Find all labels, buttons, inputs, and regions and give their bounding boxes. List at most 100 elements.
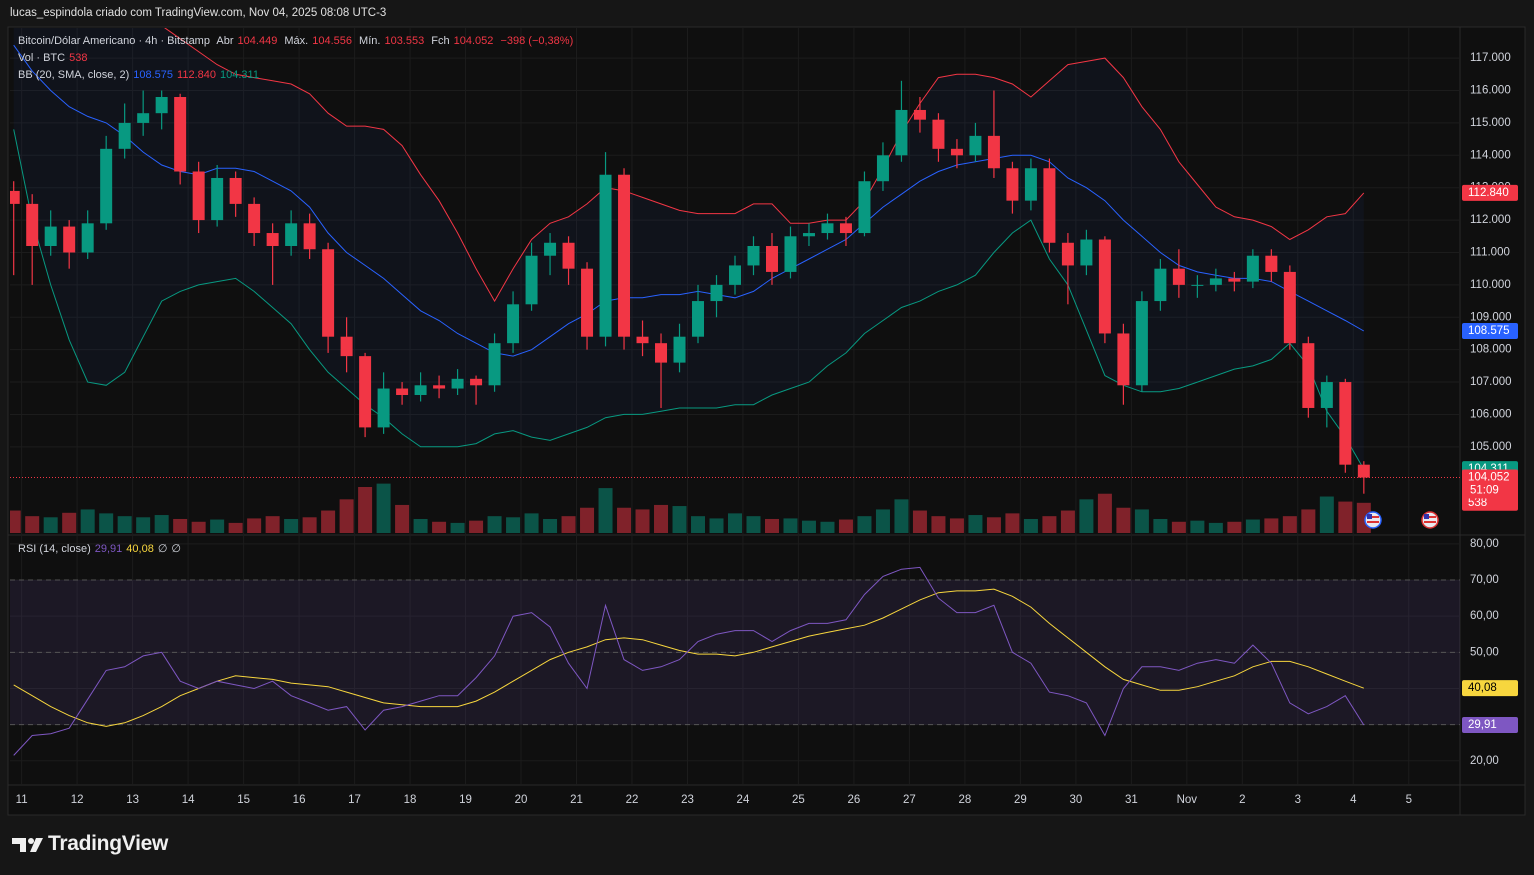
legend-value: 104.449 [237,35,278,47]
y-tick-label: 105.000 [1470,441,1512,453]
x-tick-label: 12 [71,794,84,806]
volume-bar [43,517,58,533]
candle-body [987,135,1000,169]
candle-body [599,174,612,337]
candle-body [784,236,797,272]
x-tick-label: 17 [348,794,361,806]
volume-bar [1042,516,1057,533]
candle-body [118,122,131,149]
volume-bar [413,518,428,533]
volume-bar [136,517,151,533]
x-tick-label: 18 [404,794,417,806]
axis-value-box [1462,494,1518,511]
candle-body [673,336,686,363]
volume-legend: Vol · BTC 538 [18,52,91,64]
x-tick-label: 4 [1350,794,1357,806]
volume-bar [949,518,964,533]
volume-bar [543,518,558,533]
candle-body [1320,382,1333,408]
legend-value: 112.840 [177,69,216,81]
volume-bar [1116,507,1131,533]
volume-bar [1227,521,1242,533]
legend-label: Máx. [284,35,309,47]
candle-body [876,155,889,182]
volume-bar [746,516,761,533]
volume-bar [25,516,40,533]
candle-body [340,336,353,357]
candle-body [155,96,168,114]
candle-body [765,246,778,272]
volume-bar [1264,518,1279,533]
candle-body [858,181,871,234]
volume-bar [469,520,484,533]
volume-bar [672,506,687,533]
volume-bar [838,519,853,533]
candle-body [729,265,741,285]
volume-bar [561,516,576,533]
x-tick-label: 24 [737,794,750,806]
legend-value: 104.052 [453,35,494,47]
legend-value: 108.575 [133,69,174,81]
rsi-ma-line [13,588,1364,727]
candle-body [1024,168,1037,201]
candle-body [10,190,20,204]
legend-value: 103.553 [384,35,425,47]
axis-value-box [1462,716,1518,733]
candle-body [1357,464,1370,478]
candle-body [285,223,298,247]
volume-bar [228,522,243,533]
candle-body [525,255,538,305]
volume-bar [968,515,983,533]
legend-change: −398 (−0,38%) [500,35,574,47]
candle-body [618,174,631,337]
candle-body [359,356,372,428]
candle-body [433,385,446,389]
candle-body [1117,333,1130,386]
rsi-tick-label: 60,00 [1470,610,1499,622]
logo: TradingView [48,832,169,855]
x-tick-label: 30 [1069,794,1082,806]
candle-body [303,223,316,250]
x-tick-label: 26 [848,794,861,806]
candle-body [1006,168,1019,201]
volume-bar [1171,521,1186,533]
rsi-tick-label: 80,00 [1470,538,1499,550]
event-flag[interactable] [1364,511,1382,529]
axis-value-label: 538 [1468,497,1487,509]
legend-value: ∅ [171,543,181,555]
volume-bar [1282,516,1297,533]
candle-body [1172,268,1185,285]
countdown: 51:09 [1470,485,1499,497]
x-tick-label: 13 [126,794,139,806]
x-tick-label: 25 [792,794,805,806]
candle-body [1080,239,1093,266]
axis-value-label: 29,91 [1468,719,1497,731]
candle-body [377,388,390,428]
volume-bar [783,518,798,533]
candle-body [1339,382,1352,465]
x-tick-label: 15 [237,794,250,806]
volume-bar [99,513,114,533]
y-tick-label: 109.000 [1470,311,1512,323]
volume-bar [875,509,890,533]
volume-bar [524,513,539,533]
legend-label: Fch [431,35,450,47]
rsi-tick-label: 70,00 [1470,574,1499,586]
candle-body [266,233,279,247]
candle-body [821,223,834,234]
volume-bar [210,519,225,533]
x-tick-label: 22 [626,794,639,806]
event-flag[interactable] [1421,511,1439,529]
symbol-title: Bitcoin/Dólar Americano · 4h · Bitstamp [18,35,210,47]
candle-body [710,284,723,302]
axis-value-label: 40,08 [1468,682,1497,694]
candle-body [44,226,57,247]
volume-bar [117,516,132,533]
x-tick-label: 2 [1239,794,1245,806]
axis-value-label: 104.052 [1468,472,1510,484]
rsi-tick-label: 20,00 [1470,755,1499,767]
volume-bar [912,510,927,533]
volume-bar [80,509,95,533]
header: lucas_espindola criado com TradingView.c… [10,7,387,19]
